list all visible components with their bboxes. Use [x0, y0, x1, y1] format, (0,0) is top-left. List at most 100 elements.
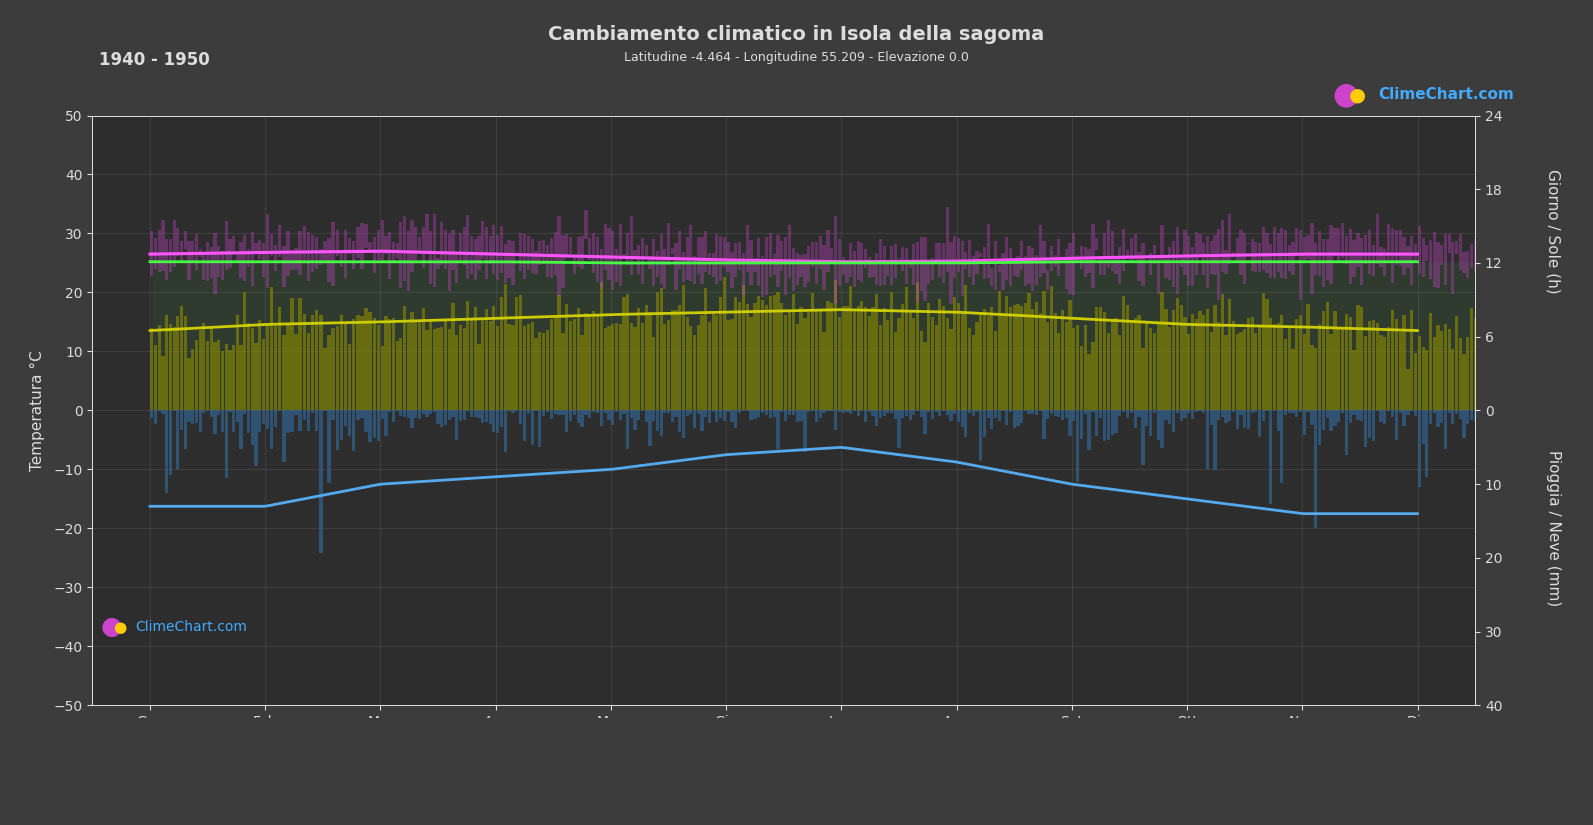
Bar	[339, 252, 342, 266]
Bar	[712, 311, 715, 411]
Bar	[290, 254, 293, 270]
Bar	[953, 411, 956, 413]
Bar	[1209, 332, 1212, 411]
Bar	[1421, 411, 1424, 444]
Bar	[604, 224, 607, 270]
Bar	[1187, 334, 1190, 411]
Bar	[927, 303, 930, 411]
Bar	[637, 308, 640, 411]
Bar	[1521, 411, 1525, 423]
Bar	[1262, 411, 1265, 422]
Bar	[527, 237, 530, 270]
Bar	[429, 231, 432, 284]
Bar	[969, 328, 972, 411]
Bar	[577, 309, 580, 411]
Bar	[953, 236, 956, 278]
Bar	[972, 335, 975, 411]
Bar	[1005, 237, 1008, 280]
Bar	[1236, 334, 1239, 411]
Bar	[462, 227, 465, 265]
Bar	[1295, 229, 1298, 256]
Bar	[277, 224, 282, 257]
Bar	[1481, 221, 1485, 271]
Bar	[1462, 252, 1466, 273]
Bar	[749, 411, 753, 420]
Bar	[1303, 334, 1306, 411]
Bar	[690, 327, 693, 411]
Bar	[1493, 325, 1496, 411]
Bar	[1281, 315, 1284, 411]
Bar	[233, 345, 236, 411]
Bar	[250, 233, 253, 285]
Bar	[1448, 411, 1451, 412]
Bar	[927, 411, 930, 412]
Bar	[1410, 310, 1413, 411]
Bar	[448, 411, 451, 420]
Bar	[433, 329, 436, 411]
Bar	[392, 243, 395, 262]
Bar	[1418, 336, 1421, 411]
Bar	[1134, 411, 1137, 428]
Bar	[352, 318, 355, 411]
Bar	[1102, 233, 1106, 275]
Bar	[1322, 311, 1325, 411]
Bar	[838, 411, 841, 412]
Bar	[558, 411, 561, 415]
Bar	[395, 341, 398, 411]
Bar	[890, 247, 894, 285]
Bar	[1356, 305, 1359, 411]
Bar	[1118, 411, 1121, 416]
Bar	[508, 240, 511, 278]
Bar	[534, 252, 538, 274]
Bar	[1039, 225, 1042, 276]
Bar	[1270, 411, 1273, 504]
Bar	[166, 239, 169, 280]
Bar	[202, 411, 205, 413]
Bar	[311, 315, 314, 411]
Bar	[667, 320, 671, 411]
Bar	[339, 315, 342, 411]
Bar	[1499, 411, 1502, 435]
Bar	[1330, 333, 1333, 411]
Bar	[1072, 328, 1075, 411]
Bar	[663, 411, 666, 413]
Bar	[451, 411, 454, 417]
Bar	[811, 242, 814, 267]
Bar	[652, 411, 655, 422]
Bar	[546, 411, 550, 412]
Bar	[629, 323, 632, 411]
Bar	[1399, 411, 1402, 413]
Bar	[1247, 318, 1251, 411]
Bar	[795, 411, 798, 422]
Bar	[1206, 411, 1209, 469]
Text: Neve per giorno: Neve per giorno	[1270, 752, 1359, 762]
Bar	[1149, 411, 1152, 436]
Bar	[1031, 411, 1034, 413]
Bar	[566, 304, 569, 411]
Bar	[247, 323, 250, 411]
Bar	[1239, 230, 1243, 275]
Bar	[585, 313, 588, 411]
Bar	[1322, 238, 1325, 287]
Bar	[1477, 233, 1480, 260]
Bar	[1008, 248, 1012, 285]
Bar	[376, 230, 381, 260]
Bar	[652, 238, 655, 285]
Bar	[730, 319, 733, 411]
Bar	[964, 285, 967, 411]
Bar	[1058, 411, 1061, 417]
Bar	[704, 411, 707, 417]
Bar	[473, 239, 476, 280]
Bar	[991, 411, 994, 430]
Bar	[593, 233, 596, 273]
Bar	[210, 248, 213, 278]
Bar	[761, 256, 765, 297]
Bar	[1418, 226, 1421, 274]
Bar	[1521, 320, 1525, 411]
Bar	[1526, 330, 1529, 411]
Text: Latitudine -4.464 - Longitudine 55.209 - Elevazione 0.0: Latitudine -4.464 - Longitudine 55.209 -…	[624, 51, 969, 64]
Text: Media mensile: Media mensile	[1268, 781, 1349, 791]
Bar	[347, 238, 352, 253]
Bar	[376, 411, 381, 441]
Bar	[1088, 411, 1091, 450]
